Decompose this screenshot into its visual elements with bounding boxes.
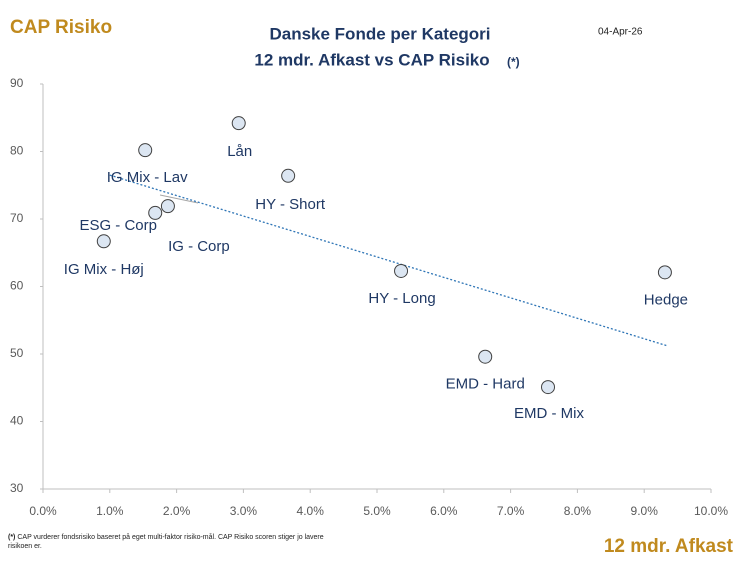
footnote-text: CAP vurderer fondsrisiko baseret på eget… — [8, 534, 324, 550]
chart-title: Danske Fonde per Kategori — [269, 24, 490, 43]
y-tick-label: 30 — [10, 481, 24, 495]
leader-line — [159, 194, 199, 204]
x-tick-label: 5.0% — [363, 504, 391, 518]
x-tick-label: 10.0% — [694, 504, 728, 518]
point — [541, 380, 556, 395]
x-tick-label: 0.0% — [29, 504, 57, 518]
x-tick-label: 6.0% — [430, 504, 458, 518]
y-tick-label: 90 — [10, 76, 24, 90]
x-tick-label: 8.0% — [564, 504, 592, 518]
x-tick-label: 9.0% — [631, 504, 659, 518]
x-tick-label: 7.0% — [497, 504, 525, 518]
point-label: EMD - Mix — [514, 405, 584, 422]
footnote: (*) CAP vurderer fondsrisiko baseret på … — [8, 533, 338, 551]
y-tick-label: 40 — [10, 414, 24, 428]
point-label: ESG - Corp — [79, 217, 157, 234]
point — [231, 116, 246, 131]
point — [138, 143, 153, 158]
point-label: IG Mix - Lav — [107, 169, 188, 186]
point-label: HY - Short — [255, 196, 326, 213]
point-label: HY - Long — [368, 290, 435, 307]
x-tick-label: 4.0% — [297, 504, 325, 518]
x-axis-label: 12 mdr. Afkast — [604, 536, 734, 557]
point — [160, 199, 175, 214]
point-label: IG - Corp — [168, 238, 230, 255]
trendline — [109, 174, 668, 347]
x-tick-label: 3.0% — [230, 504, 258, 518]
point — [478, 349, 493, 364]
point-label: EMD - Hard — [446, 376, 525, 393]
point-label: IG Mix - Høj — [64, 261, 144, 278]
corner-label: CAP Risiko — [10, 17, 112, 38]
subtitle-marker: (*) — [507, 55, 520, 69]
point — [148, 205, 163, 220]
point — [281, 168, 296, 183]
y-tick-label: 60 — [10, 279, 24, 293]
x-tick-label: 2.0% — [163, 504, 191, 518]
point — [394, 263, 409, 278]
chart-subtitle: 12 mdr. Afkast vs CAP Risiko — [254, 50, 489, 69]
y-tick-label: 80 — [10, 144, 24, 158]
footnote-marker: (*) — [8, 534, 16, 541]
x-tick-label: 1.0% — [96, 504, 124, 518]
y-tick-label: 50 — [10, 346, 24, 360]
point-label: Lån — [227, 143, 252, 160]
y-tick-label: 70 — [10, 211, 24, 225]
point — [657, 265, 672, 280]
point-label: Hedge — [644, 291, 688, 308]
date: 04-Apr-26 — [598, 27, 643, 38]
point — [96, 234, 111, 249]
